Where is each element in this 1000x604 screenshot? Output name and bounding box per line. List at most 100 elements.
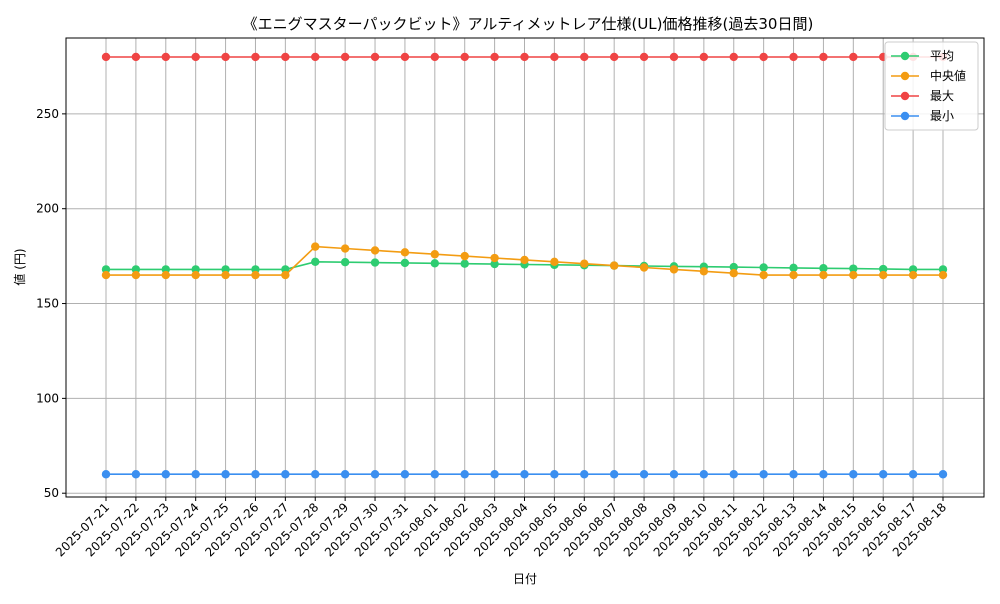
data-point: [281, 270, 290, 280]
data-point: [400, 470, 410, 479]
data-point: [580, 259, 589, 268]
data-point: [669, 52, 679, 62]
data-point: [609, 52, 619, 62]
data-point: [819, 52, 828, 62]
data-point: [908, 270, 918, 280]
data-point: [550, 470, 559, 479]
y-tick-label: 250: [36, 107, 59, 121]
data-point: [221, 470, 230, 479]
data-point: [311, 242, 320, 251]
data-point: [101, 470, 111, 479]
data-point: [221, 270, 230, 280]
series-最小: [101, 470, 948, 479]
data-point: [340, 52, 350, 62]
data-point: [281, 470, 290, 479]
data-point: [759, 52, 768, 62]
data-point: [789, 470, 798, 479]
data-point: [400, 52, 410, 62]
y-tick-label: 100: [36, 391, 59, 405]
data-point: [251, 52, 260, 62]
x-axis: 2025-07-212025-07-222025-07-232025-07-24…: [53, 497, 949, 559]
data-point: [759, 270, 768, 280]
data-point: [311, 257, 320, 267]
y-axis-label: 値 (円): [12, 248, 27, 285]
data-point: [191, 470, 200, 479]
chart-title: 《エニグマスターパックビット》アルティメットレア仕様(UL)価格推移(過去30日…: [243, 15, 814, 33]
data-point: [131, 52, 141, 62]
data-point: [490, 470, 499, 479]
legend-label: 最大: [930, 89, 954, 103]
data-point: [609, 261, 619, 270]
data-point: [311, 470, 320, 479]
data-point: [849, 52, 858, 62]
data-point: [101, 52, 111, 62]
data-point: [400, 258, 410, 268]
data-point: [759, 470, 768, 479]
legend-box: [884, 41, 979, 131]
data-point: [699, 52, 709, 62]
data-point: [639, 52, 649, 62]
data-point: [251, 470, 260, 479]
data-point: [699, 470, 709, 479]
data-point: [819, 470, 828, 479]
data-point: [460, 251, 469, 261]
data-point: [430, 250, 440, 259]
data-point: [370, 258, 380, 267]
data-point: [490, 253, 499, 263]
data-point: [849, 270, 858, 280]
data-point: [879, 470, 888, 479]
data-point: [639, 470, 649, 479]
data-point: [819, 270, 828, 280]
data-point: [370, 52, 380, 62]
data-point: [789, 52, 798, 62]
data-point: [370, 470, 380, 479]
y-tick-label: 150: [36, 297, 59, 311]
data-point: [430, 259, 440, 268]
data-point: [550, 52, 559, 62]
data-point: [281, 52, 290, 62]
data-point: [639, 263, 649, 272]
y-tick-label: 200: [36, 202, 59, 216]
data-point: [520, 52, 529, 62]
data-point: [340, 257, 350, 267]
data-point: [520, 470, 529, 479]
legend-label: 中央値: [930, 68, 966, 83]
data-point: [580, 470, 589, 479]
data-point: [849, 264, 858, 273]
series-中央値: [101, 242, 948, 280]
legend-label: 平均: [930, 49, 954, 63]
data-point: [430, 52, 440, 62]
data-point: [460, 259, 469, 268]
data-point: [460, 52, 469, 62]
data-point: [729, 262, 738, 272]
x-axis-label: 日付: [513, 572, 537, 586]
data-point: [131, 470, 141, 479]
data-point: [101, 270, 111, 280]
data-point: [520, 255, 529, 265]
data-point: [729, 268, 738, 278]
data-point: [580, 52, 589, 62]
data-point: [729, 470, 738, 479]
data-point: [191, 270, 200, 280]
data-point: [311, 52, 320, 62]
y-axis: 50 100 150 200 250: [36, 107, 66, 500]
legend-marker: [900, 71, 910, 81]
data-point: [699, 267, 709, 276]
legend-marker: [900, 51, 910, 61]
data-point: [490, 52, 499, 62]
data-point: [430, 470, 440, 479]
y-tick-label: 50: [44, 486, 59, 500]
data-point: [879, 264, 888, 274]
data-point: [938, 470, 948, 479]
legend-marker: [900, 91, 910, 101]
data-point: [819, 264, 828, 273]
data-point: [400, 248, 410, 257]
data-point: [609, 470, 619, 479]
series-最大: [101, 52, 948, 62]
legend-label: 最小: [930, 109, 954, 123]
data-point: [908, 470, 918, 479]
data-point: [849, 470, 858, 479]
data-point: [669, 470, 679, 479]
data-point: [251, 270, 260, 280]
data-point: [131, 270, 141, 280]
